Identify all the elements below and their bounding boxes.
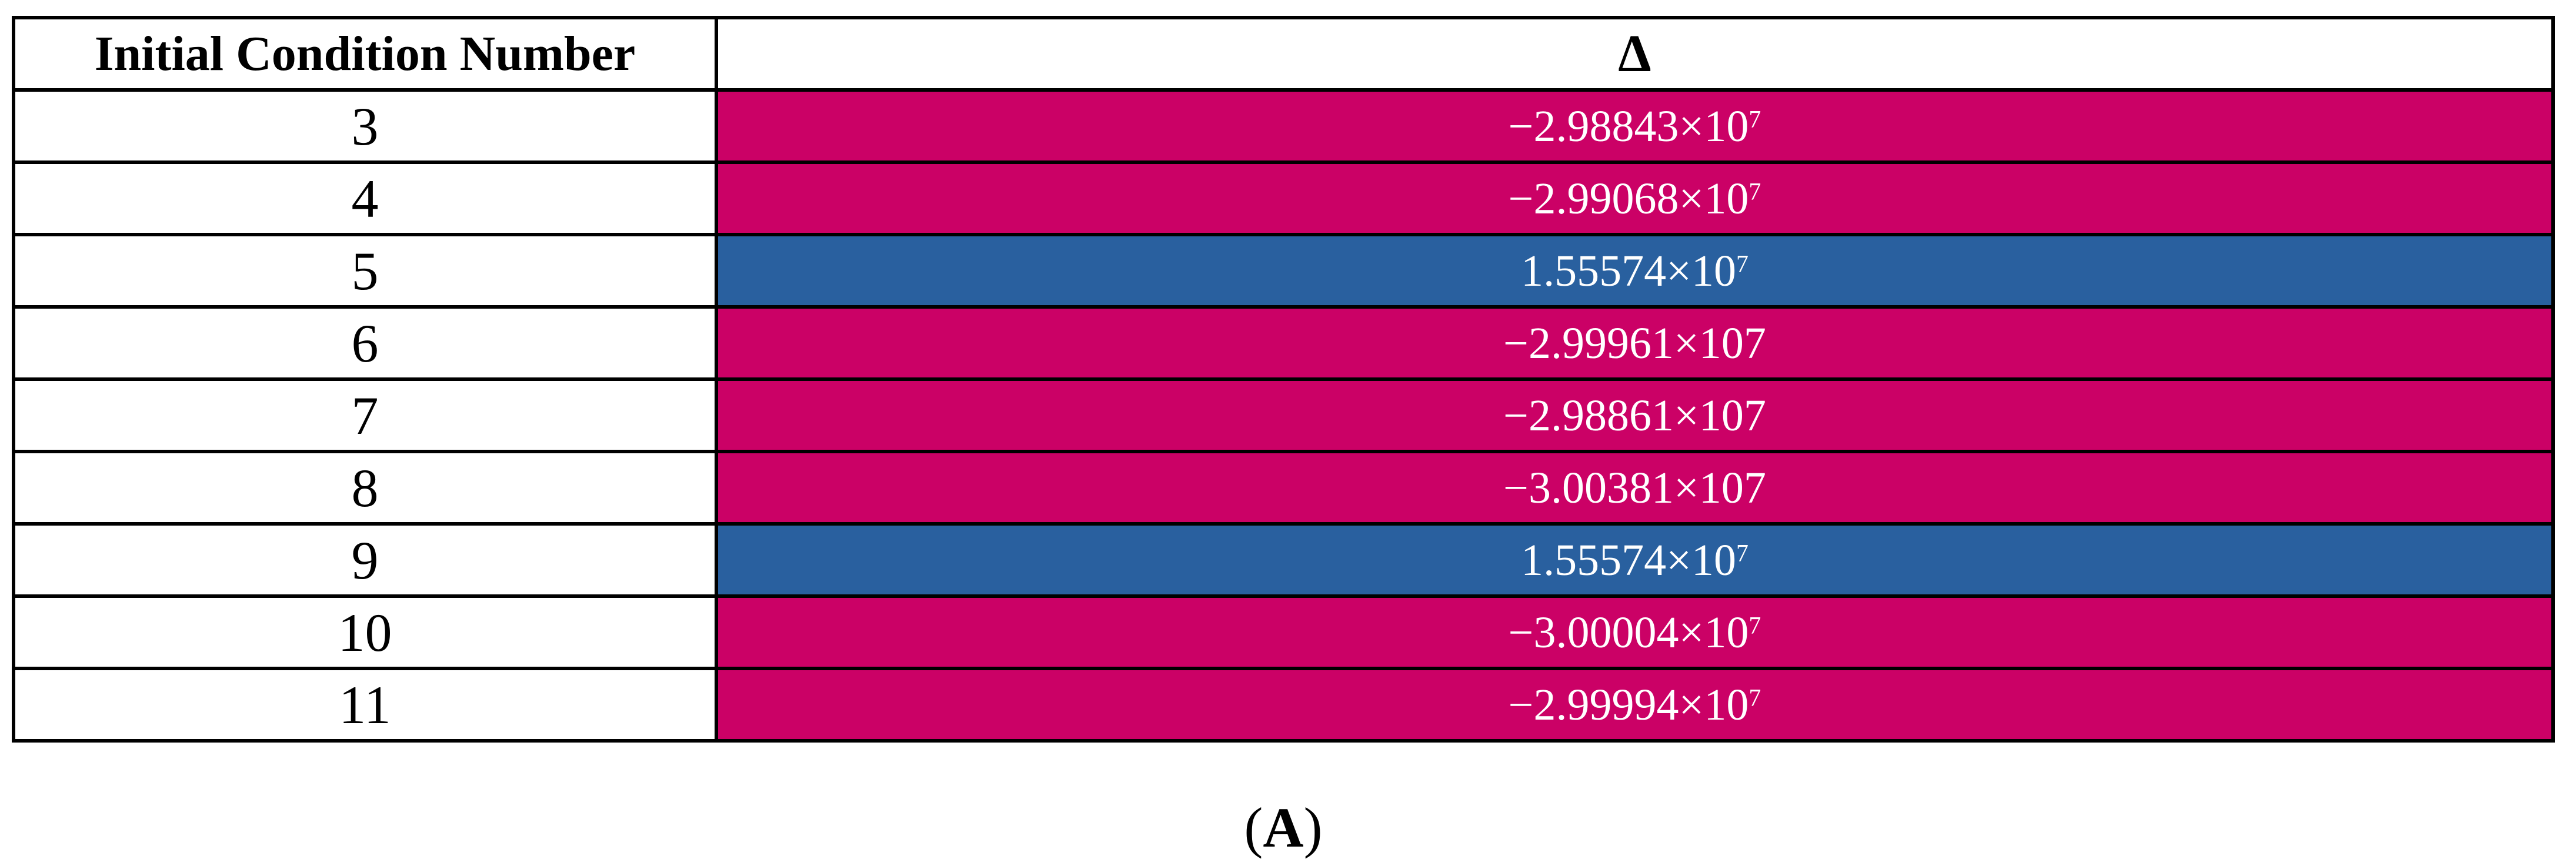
delta-value-cell: −2.98861×107 — [715, 377, 2555, 453]
initial-condition-cell: 8 — [12, 450, 718, 526]
delta-value-cell: −3.00004×107 — [715, 594, 2555, 670]
initial-condition-cell: 6 — [12, 305, 718, 381]
delta-value: −2.99994×10 — [1508, 680, 1749, 730]
delta-value-cell: −2.99994×107 — [715, 667, 2555, 743]
delta-value: 1.55574×10 — [1521, 246, 1736, 296]
delta-value-cell: −3.00381×107 — [715, 450, 2555, 526]
delta-exponent: 7 — [1736, 540, 1749, 567]
delta-value-cell: −2.99961×107 — [715, 305, 2555, 381]
table-row: 8 −3.00381×107 — [12, 450, 2555, 526]
delta-value: −2.98861×107 — [1503, 390, 1766, 440]
initial-condition-cell: 10 — [12, 594, 718, 670]
table-row: 5 1.55574×107 — [12, 233, 2555, 309]
initial-condition-cell: 3 — [12, 88, 718, 164]
delta-value-cell: 1.55574×107 — [715, 233, 2555, 309]
table-header-row: Initial Condition Number Δ — [12, 16, 2555, 92]
table-row: 11 −2.99994×107 — [12, 667, 2555, 743]
delta-value-cell: 1.55574×107 — [715, 522, 2555, 598]
delta-exponent: 7 — [1749, 106, 1761, 133]
caption-close-paren: ) — [1303, 796, 1323, 859]
table-row: 6 −2.99961×107 — [12, 305, 2555, 381]
delta-value: −2.98843×10 — [1508, 101, 1749, 151]
figure-caption: (A) — [12, 795, 2555, 860]
delta-exponent: 7 — [1749, 684, 1761, 712]
initial-condition-cell: 7 — [12, 377, 718, 453]
initial-condition-cell: 9 — [12, 522, 718, 598]
table-row: 7 −2.98861×107 — [12, 377, 2555, 453]
delta-value: 1.55574×10 — [1521, 535, 1736, 585]
delta-exponent: 7 — [1736, 250, 1749, 278]
results-table: Initial Condition Number Δ 3 −2.98843×10… — [12, 16, 2555, 743]
caption-letter: A — [1263, 796, 1304, 859]
header-initial-condition-number: Initial Condition Number — [12, 16, 718, 92]
delta-value: −2.99961×107 — [1503, 318, 1766, 368]
delta-value-cell: −2.99068×107 — [715, 161, 2555, 236]
caption-open-paren: ( — [1244, 796, 1263, 859]
initial-condition-cell: 5 — [12, 233, 718, 309]
delta-value: −2.99068×10 — [1508, 173, 1749, 223]
table-row: 9 1.55574×107 — [12, 522, 2555, 598]
initial-condition-cell: 4 — [12, 161, 718, 236]
results-table-container: Initial Condition Number Δ 3 −2.98843×10… — [12, 16, 2555, 743]
delta-value: −3.00381×107 — [1503, 463, 1766, 513]
table-row: 10 −3.00004×107 — [12, 594, 2555, 670]
initial-condition-cell: 11 — [12, 667, 718, 743]
header-delta: Δ — [715, 16, 2555, 92]
table-row: 4 −2.99068×107 — [12, 161, 2555, 236]
delta-value-cell: −2.98843×107 — [715, 88, 2555, 164]
table-row: 3 −2.98843×107 — [12, 88, 2555, 164]
delta-value: −3.00004×10 — [1508, 607, 1749, 657]
delta-exponent: 7 — [1749, 178, 1761, 206]
delta-exponent: 7 — [1749, 612, 1761, 640]
